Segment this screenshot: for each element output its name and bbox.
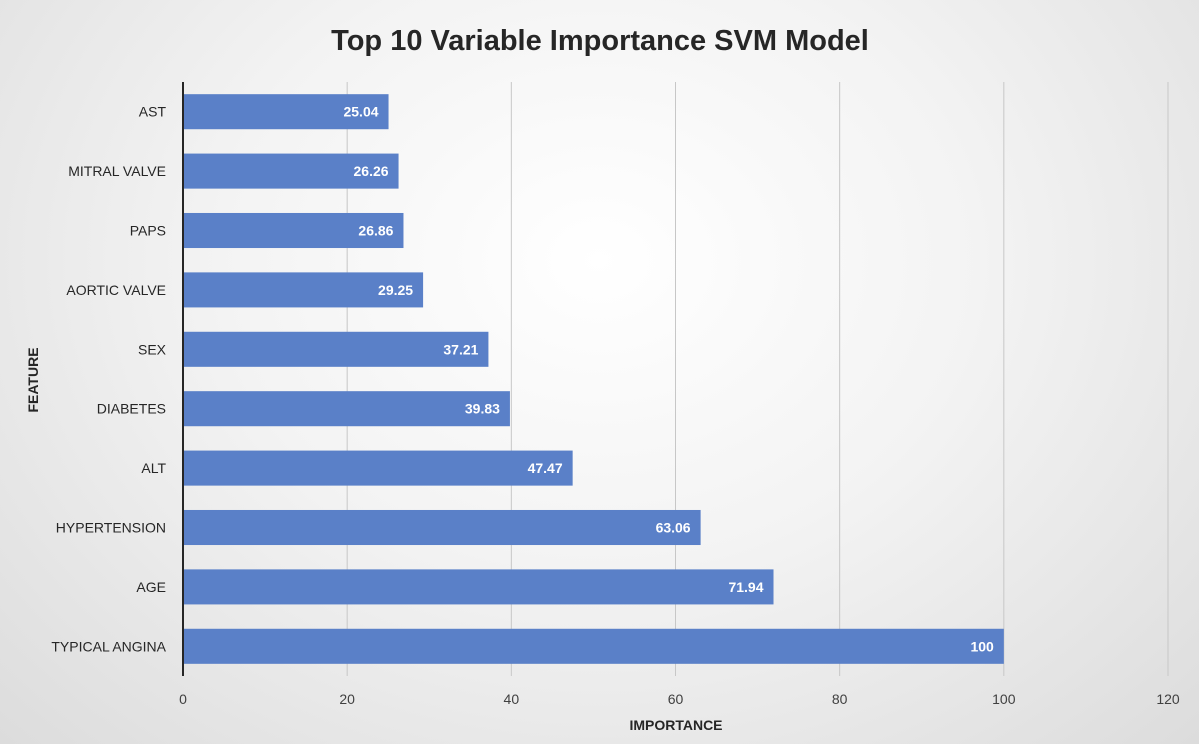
bar-value-label: 100 (970, 638, 994, 654)
category-label: HYPERTENSION (56, 520, 166, 536)
category-label: TYPICAL ANGINA (51, 638, 166, 654)
x-tick-label: 40 (504, 691, 520, 707)
bar-value-label: 25.04 (343, 104, 378, 120)
category-label: PAPS (130, 223, 166, 239)
bar (184, 509, 701, 546)
bar (184, 212, 404, 249)
x-tick-label: 120 (1156, 691, 1180, 707)
x-tick-label: 80 (832, 691, 848, 707)
x-tick-label: 60 (668, 691, 684, 707)
category-label: SEX (138, 341, 167, 357)
bar (184, 153, 399, 189)
x-tick-label: 20 (339, 691, 355, 707)
bar-value-label: 71.94 (728, 579, 763, 595)
chart-title: Top 10 Variable Importance SVM Model (331, 25, 869, 57)
bars (184, 94, 1004, 664)
y-axis-title: FEATURE (25, 347, 41, 412)
category-label: DIABETES (97, 401, 166, 417)
x-tick-labels: 0 20 40 60 80 100 120 (179, 691, 1180, 707)
bar-value-label: 39.83 (465, 401, 500, 417)
category-label: AST (139, 104, 167, 120)
category-label: AORTIC VALVE (66, 282, 166, 298)
category-label: MITRAL VALVE (68, 163, 166, 179)
bar (184, 331, 489, 367)
bar-value-label: 26.86 (358, 223, 393, 239)
bar (184, 569, 774, 605)
bar-value-label: 37.21 (443, 341, 478, 357)
bar-value-labels: 25.04 26.26 26.86 29.25 37.21 39.83 47.47 63.06… (343, 104, 994, 655)
bar (184, 628, 1004, 664)
bar (184, 450, 573, 486)
bar-value-label: 26.26 (354, 163, 389, 179)
category-label: ALT (141, 460, 166, 476)
x-tick-label: 100 (992, 691, 1016, 707)
bar (184, 391, 510, 427)
bar (184, 94, 389, 130)
category-label: AGE (136, 579, 166, 595)
bar (184, 272, 424, 308)
bar-value-label: 47.47 (528, 460, 563, 476)
x-axis-title: IMPORTANCE (629, 717, 722, 733)
x-tick-label: 0 (179, 691, 187, 707)
category-labels: AST MITRAL VALVE PAPS AORTIC VALVE SEX DIABET… (51, 104, 166, 655)
bar-value-label: 29.25 (378, 282, 413, 298)
bar-value-label: 63.06 (656, 520, 691, 536)
